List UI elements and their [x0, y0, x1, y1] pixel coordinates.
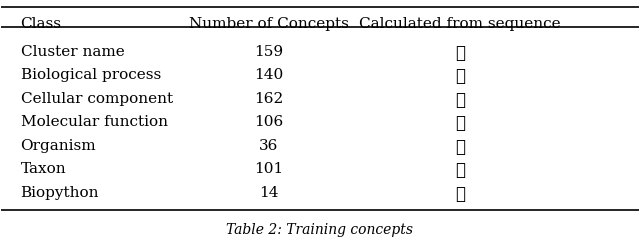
- Text: 106: 106: [254, 115, 284, 129]
- Text: Class: Class: [20, 17, 61, 31]
- Text: ✗: ✗: [455, 139, 465, 156]
- Text: Organism: Organism: [20, 139, 96, 153]
- Text: ✗: ✗: [455, 45, 465, 62]
- Text: ✗: ✗: [455, 92, 465, 109]
- Text: Biological process: Biological process: [20, 68, 161, 82]
- Text: ✗: ✗: [455, 162, 465, 179]
- Text: 14: 14: [259, 186, 279, 200]
- Text: ✓: ✓: [455, 186, 465, 203]
- Text: ✗: ✗: [455, 68, 465, 85]
- Text: Number of Concepts: Number of Concepts: [189, 17, 349, 31]
- Text: ✗: ✗: [455, 115, 465, 132]
- Text: 36: 36: [259, 139, 278, 153]
- Text: Cluster name: Cluster name: [20, 45, 124, 59]
- Text: 159: 159: [255, 45, 284, 59]
- Text: Biopython: Biopython: [20, 186, 99, 200]
- Text: Molecular function: Molecular function: [20, 115, 168, 129]
- Text: 101: 101: [254, 162, 284, 176]
- Text: Cellular component: Cellular component: [20, 92, 173, 106]
- Text: 140: 140: [254, 68, 284, 82]
- Text: Calculated from sequence: Calculated from sequence: [360, 17, 561, 31]
- Text: Taxon: Taxon: [20, 162, 66, 176]
- Text: Table 2: Training concepts: Table 2: Training concepts: [227, 223, 413, 237]
- Text: 162: 162: [254, 92, 284, 106]
